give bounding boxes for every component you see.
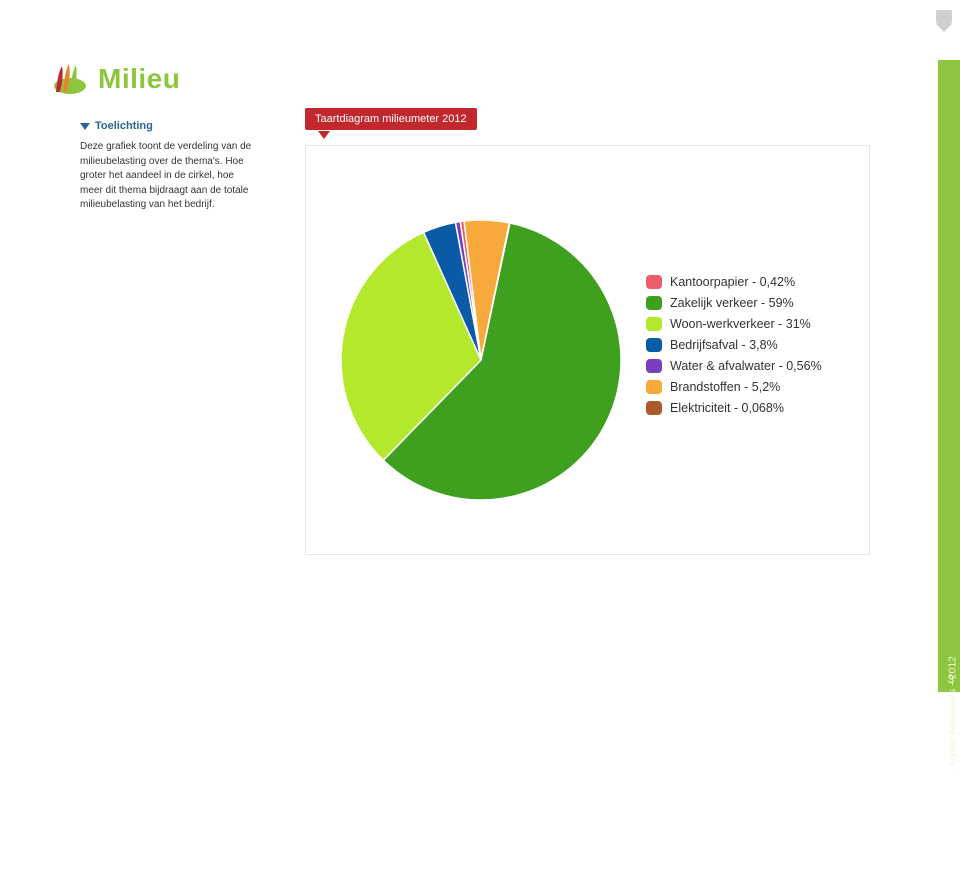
legend-swatch xyxy=(646,275,662,289)
explanation-heading-text: Toelichting xyxy=(95,120,153,132)
legend-item: Elektriciteit - 0,068% xyxy=(646,401,856,415)
sidebar-strip: Milieubarometerrapport - Cyber Adviseurs… xyxy=(938,60,960,692)
legend-item: Woon-werkverkeer - 31% xyxy=(646,317,856,331)
sidebar-caption-bold: Milieubarometerrapport xyxy=(946,774,958,892)
section-header: Milieu xyxy=(48,62,180,96)
legend-label: Water & afvalwater - 0,56% xyxy=(670,359,822,373)
legend-label: Bedrijfsafval - 3,8% xyxy=(670,338,778,352)
legend-swatch xyxy=(646,317,662,331)
legend-label: Kantoorpapier - 0,42% xyxy=(670,275,795,289)
explanation-body: Deze grafiek toont de verdeling van de m… xyxy=(80,140,255,213)
section-title: Milieu xyxy=(98,63,180,95)
pie-chart xyxy=(341,220,621,500)
legend-item: Zakelijk verkeer - 59% xyxy=(646,296,856,310)
scroll-down-indicator xyxy=(936,10,952,32)
legend-item: Brandstoffen - 5,2% xyxy=(646,380,856,394)
legend-swatch xyxy=(646,359,662,373)
legend-swatch xyxy=(646,296,662,310)
explanation-box: Toelichting Deze grafiek toont de verdel… xyxy=(80,120,255,213)
legend-swatch xyxy=(646,338,662,352)
chart-container: Kantoorpapier - 0,42% Zakelijk verkeer - … xyxy=(305,145,870,555)
legend: Kantoorpapier - 0,42% Zakelijk verkeer - … xyxy=(646,275,856,422)
legend-swatch xyxy=(646,401,662,415)
chart-title-chip: Taartdiagram milieumeter 2012 xyxy=(305,108,477,130)
sidebar-caption: Milieubarometerrapport - Cyber Adviseurs… xyxy=(946,656,958,892)
legend-item: Kantoorpapier - 0,42% xyxy=(646,275,856,289)
legend-label: Brandstoffen - 5,2% xyxy=(670,380,780,394)
legend-label: Elektriciteit - 0,068% xyxy=(670,401,784,415)
legend-label: Zakelijk verkeer - 59% xyxy=(670,296,794,310)
chip-tail-icon xyxy=(318,131,330,139)
milieu-logo-icon xyxy=(48,62,88,96)
explanation-heading: Toelichting xyxy=(80,120,255,132)
legend-item: Bedrijfsafval - 3,8% xyxy=(646,338,856,352)
legend-item: Water & afvalwater - 0,56% xyxy=(646,359,856,373)
legend-swatch xyxy=(646,380,662,394)
legend-label: Woon-werkverkeer - 31% xyxy=(670,317,811,331)
triangle-down-icon xyxy=(80,123,90,130)
page: Milieu Toelichting Deze grafiek toont de… xyxy=(0,0,960,692)
page-number: 3 xyxy=(948,674,954,686)
